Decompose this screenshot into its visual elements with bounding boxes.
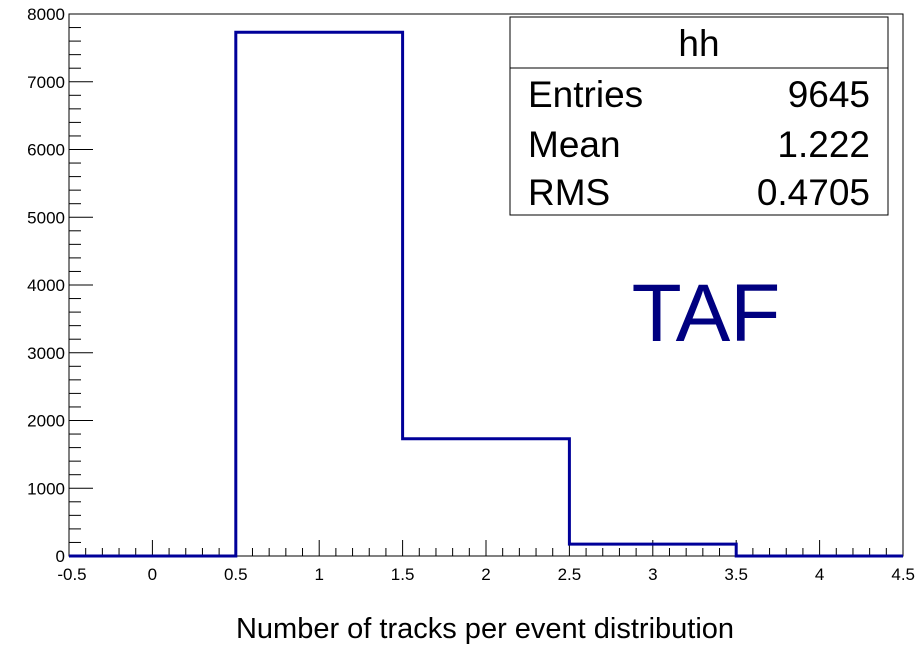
y-tick-label: 0 xyxy=(56,547,65,566)
x-tick-label: 2 xyxy=(481,565,490,584)
y-tick-label: 8000 xyxy=(27,5,65,24)
stats-mean-label: Mean xyxy=(528,124,621,165)
stats-box-title: hh xyxy=(678,23,719,64)
stats-rms-value: 0.4705 xyxy=(757,172,870,213)
stats-box: hh Entries 9645 Mean 1.222 RMS 0.4705 xyxy=(509,16,889,216)
x-tick-label: 4 xyxy=(815,565,824,584)
y-tick-label: 1000 xyxy=(27,479,65,498)
x-tick-label: 4.5 xyxy=(891,565,915,584)
y-tick-label: 4000 xyxy=(27,276,65,295)
stats-entries-value: 9645 xyxy=(788,74,870,115)
x-tick-label: 1.5 xyxy=(391,565,415,584)
y-tick-label: 6000 xyxy=(27,141,65,160)
stats-entries-label: Entries xyxy=(528,74,643,115)
x-tick-label: 3 xyxy=(648,565,657,584)
y-tick-label: 7000 xyxy=(27,73,65,92)
x-tick-label: 0.5 xyxy=(224,565,248,584)
y-axis-ticks: 0 1000 2000 3000 4000 5000 6000 7000 8000 xyxy=(27,5,93,566)
stats-mean-value: 1.222 xyxy=(777,124,870,165)
stats-rms-label: RMS xyxy=(528,172,610,213)
x-tick-label: 3.5 xyxy=(724,565,748,584)
x-tick-label: 0 xyxy=(148,565,157,584)
x-tick-label: 2.5 xyxy=(558,565,582,584)
y-tick-label: 2000 xyxy=(27,412,65,431)
x-axis-title: Number of tracks per event distribution xyxy=(236,613,734,645)
x-tick-label: -0.5 xyxy=(57,565,86,584)
y-tick-label: 3000 xyxy=(27,344,65,363)
y-tick-label: 5000 xyxy=(27,208,65,227)
x-axis-ticks: -0.5 0 0.5 1 1.5 2 2.5 3 3.5 4 4.5 xyxy=(57,540,915,584)
taf-annotation: TAF xyxy=(632,268,781,359)
x-tick-label: 1 xyxy=(314,565,323,584)
histogram-outline xyxy=(69,30,903,558)
